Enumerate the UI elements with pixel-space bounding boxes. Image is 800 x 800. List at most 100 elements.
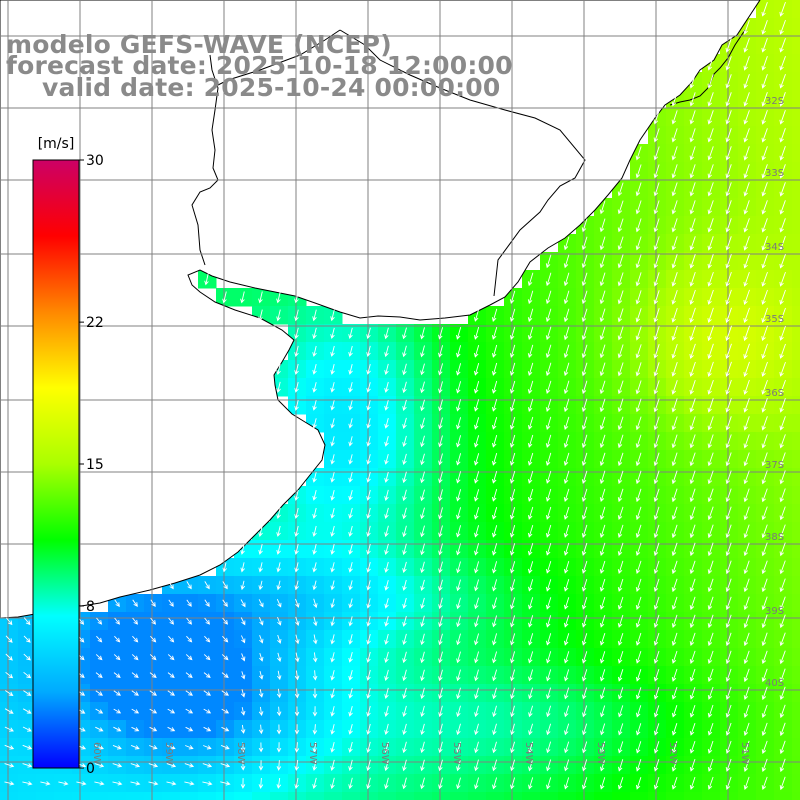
wind-arrow — [635, 416, 642, 431]
wind-speed-cell — [648, 792, 667, 800]
wind-arrow — [779, 470, 786, 485]
wind-arrow — [671, 705, 678, 718]
wind-arrow — [707, 488, 714, 503]
wind-arrow — [276, 562, 281, 573]
wind-arrow — [617, 398, 624, 413]
wind-arrow — [707, 254, 714, 269]
wind-arrow — [671, 289, 678, 305]
wind-speed-cell — [792, 126, 800, 145]
wind-arrow — [635, 705, 642, 718]
wind-arrow — [725, 470, 732, 485]
wind-arrow — [617, 290, 624, 305]
longitude-label: 60W — [91, 742, 102, 765]
wind-arrow — [617, 759, 624, 772]
wind-arrow — [528, 777, 534, 790]
wind-arrow — [203, 745, 212, 750]
wind-arrow — [689, 343, 696, 359]
wind-speed-cell — [792, 414, 800, 433]
wind-arrow — [761, 307, 768, 323]
wind-arrow — [671, 361, 678, 377]
wind-arrow — [546, 687, 552, 700]
wind-speed-cell — [396, 792, 415, 800]
wind-arrow — [330, 670, 335, 681]
wind-arrow — [294, 688, 300, 699]
wind-arrow — [149, 690, 157, 696]
wind-arrow — [582, 759, 588, 772]
wind-arrow — [761, 254, 768, 269]
wind-arrow — [474, 453, 480, 466]
wind-arrow — [420, 633, 425, 646]
wind-arrow — [149, 672, 157, 678]
wind-arrow — [635, 218, 642, 233]
wind-arrow — [761, 722, 768, 736]
wind-arrow — [599, 669, 606, 682]
longitude-label: 52W — [667, 742, 678, 765]
colorbar: [m/s] 30 22 15 8 0 — [32, 136, 104, 777]
wind-arrow — [456, 399, 462, 412]
wind-arrow — [528, 633, 534, 646]
wind-arrow — [761, 524, 768, 539]
wind-arrow — [564, 705, 570, 718]
wind-arrow — [23, 635, 31, 643]
wind-arrow — [761, 434, 768, 449]
wind-arrow — [599, 614, 606, 628]
wind-arrow — [312, 670, 318, 681]
wind-speed-cell — [792, 522, 800, 541]
wind-arrow — [689, 182, 696, 197]
wind-arrow — [474, 705, 479, 718]
wind-arrow — [671, 741, 678, 754]
wind-arrow — [203, 672, 211, 678]
wind-arrow — [348, 634, 353, 645]
wind-arrow — [725, 596, 732, 611]
wind-speed-cell — [666, 792, 685, 800]
wind-arrow — [779, 254, 786, 269]
wind-arrow — [330, 418, 335, 429]
wind-arrow — [761, 200, 768, 215]
wind-arrow — [40, 781, 51, 786]
wind-arrow — [241, 653, 246, 662]
wind-arrow — [761, 182, 768, 197]
wind-arrow — [599, 272, 606, 287]
wind-arrow — [491, 308, 498, 323]
wind-arrow — [779, 74, 786, 89]
wind-arrow — [474, 597, 480, 610]
country-border — [191, 29, 586, 297]
wind-arrow — [743, 92, 750, 107]
wind-arrow — [779, 236, 786, 251]
wind-arrow — [707, 56, 714, 71]
wind-arrow — [599, 434, 606, 449]
wind-arrow — [5, 617, 13, 626]
wind-arrow — [185, 690, 193, 696]
wind-arrow — [348, 382, 353, 393]
wind-arrow — [761, 596, 768, 611]
wind-speed-cell — [90, 792, 109, 800]
wind-arrow — [725, 38, 732, 53]
wind-arrow — [617, 434, 624, 449]
wind-speed-cell — [306, 792, 325, 800]
wind-arrow — [581, 344, 588, 359]
wind-arrow — [653, 632, 660, 646]
wind-arrow — [312, 327, 317, 340]
wind-speed-cell — [18, 792, 37, 800]
wind-speed-cell — [792, 486, 800, 505]
wind-arrow — [168, 581, 174, 590]
wind-arrow — [402, 507, 407, 520]
wind-arrow — [761, 20, 768, 35]
wind-arrow — [473, 380, 480, 394]
wind-arrow — [509, 470, 516, 484]
colorbar-tick-label: 0 — [86, 761, 95, 777]
wind-arrow — [761, 38, 768, 53]
latitude-label: 37S — [765, 460, 784, 471]
latitude-label: 36S — [765, 388, 784, 399]
colorbar-gradient — [32, 159, 80, 769]
wind-arrow — [653, 416, 660, 431]
wind-arrow — [186, 599, 192, 607]
wind-speed-cell — [792, 90, 800, 109]
wind-arrow — [366, 382, 371, 393]
wind-arrow — [474, 669, 479, 682]
wind-arrow — [185, 672, 193, 678]
wind-arrow — [258, 309, 263, 322]
wind-arrow — [240, 562, 245, 573]
wind-arrow — [509, 434, 516, 448]
